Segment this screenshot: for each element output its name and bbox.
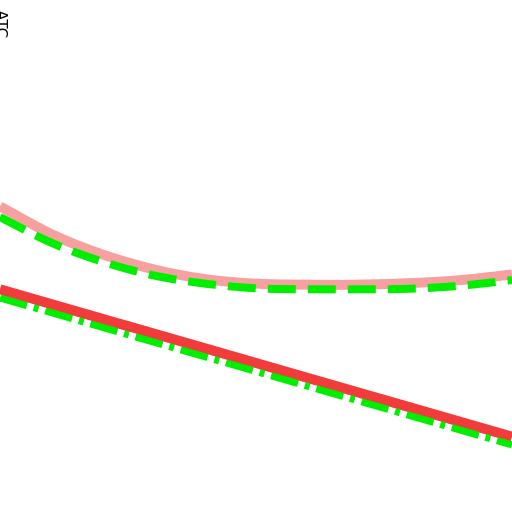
series-line-4 [0,294,512,449]
series-line-2 [0,213,512,294]
series-line-1 [0,201,512,290]
series-layer [0,201,512,449]
y-axis-label: ...ATC [0,0,11,38]
series-line-3 [0,284,512,442]
